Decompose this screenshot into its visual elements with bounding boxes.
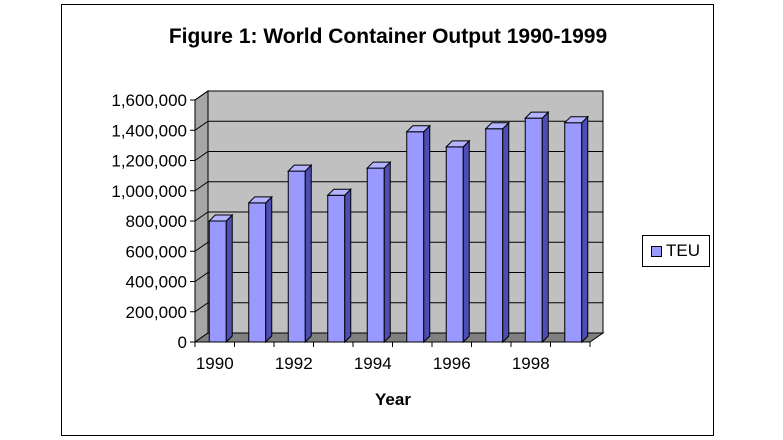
gridline (194, 241, 603, 252)
bar (287, 163, 313, 344)
x-tick-label: 1992 (275, 354, 313, 373)
bar-face (405, 125, 431, 133)
bar-face (208, 214, 234, 222)
bar-face (541, 110, 549, 344)
bar-face (248, 202, 267, 343)
legend-swatch (651, 245, 662, 257)
bar-face (445, 146, 464, 343)
x-axis-title: Year (375, 390, 411, 409)
bar-face (502, 121, 510, 344)
y-tick-label: 0 (178, 333, 187, 352)
bar-face (366, 167, 385, 343)
bar-face (327, 194, 346, 343)
bar (247, 195, 273, 344)
gridline (194, 272, 603, 282)
gridline (194, 211, 603, 222)
bar-face (208, 220, 227, 343)
bar-face (366, 161, 392, 169)
bar-face (265, 195, 273, 344)
bar (208, 213, 234, 344)
bar-face (485, 128, 504, 343)
x-tick-label: 1998 (512, 354, 550, 373)
y-tick-label: 400,000 (126, 273, 187, 292)
y-tick-label: 200,000 (126, 303, 187, 322)
y-tick-label: 600,000 (126, 242, 187, 261)
bar-face (462, 139, 470, 344)
bar-face (581, 115, 589, 344)
chart-title: Figure 1: World Container Output 1990-19… (169, 25, 607, 48)
legend-label: TEU (666, 241, 700, 260)
gridline (194, 181, 603, 192)
y-tick-label: 1,600,000 (111, 91, 187, 110)
bar-face (287, 164, 313, 172)
bar (445, 139, 471, 344)
bar-face (383, 160, 391, 344)
bar (366, 160, 392, 344)
y-tick-label: 800,000 (126, 212, 187, 231)
x-tick-label: 1996 (433, 354, 471, 373)
bar-face (423, 124, 431, 344)
bar (484, 121, 510, 344)
bar-face (524, 111, 550, 119)
bar (405, 124, 431, 344)
y-tick-label: 1,400,000 (111, 121, 187, 140)
bar (563, 115, 589, 344)
gridline (194, 151, 603, 161)
bar-face (225, 213, 233, 344)
bar (524, 110, 550, 344)
bar-face (524, 117, 543, 343)
bar-face (326, 188, 352, 196)
gridline (194, 120, 603, 131)
bar-face (484, 122, 510, 130)
bar-face (564, 122, 583, 343)
x-tick-label: 1990 (196, 354, 234, 373)
bar-face (445, 140, 471, 148)
x-tick-label: 1994 (354, 354, 392, 373)
gridline (194, 90, 603, 101)
bar-face (406, 131, 425, 343)
legend: TEU (642, 235, 710, 267)
y-tick-label: 1,200,000 (111, 152, 187, 171)
bar-face (287, 170, 306, 343)
bar-face (563, 116, 589, 124)
y-tick-label: 1,000,000 (111, 182, 187, 201)
bar-face (304, 163, 312, 344)
bar-face (344, 188, 352, 344)
bar-face (247, 196, 273, 204)
bar (326, 188, 352, 344)
gridline (194, 302, 603, 313)
